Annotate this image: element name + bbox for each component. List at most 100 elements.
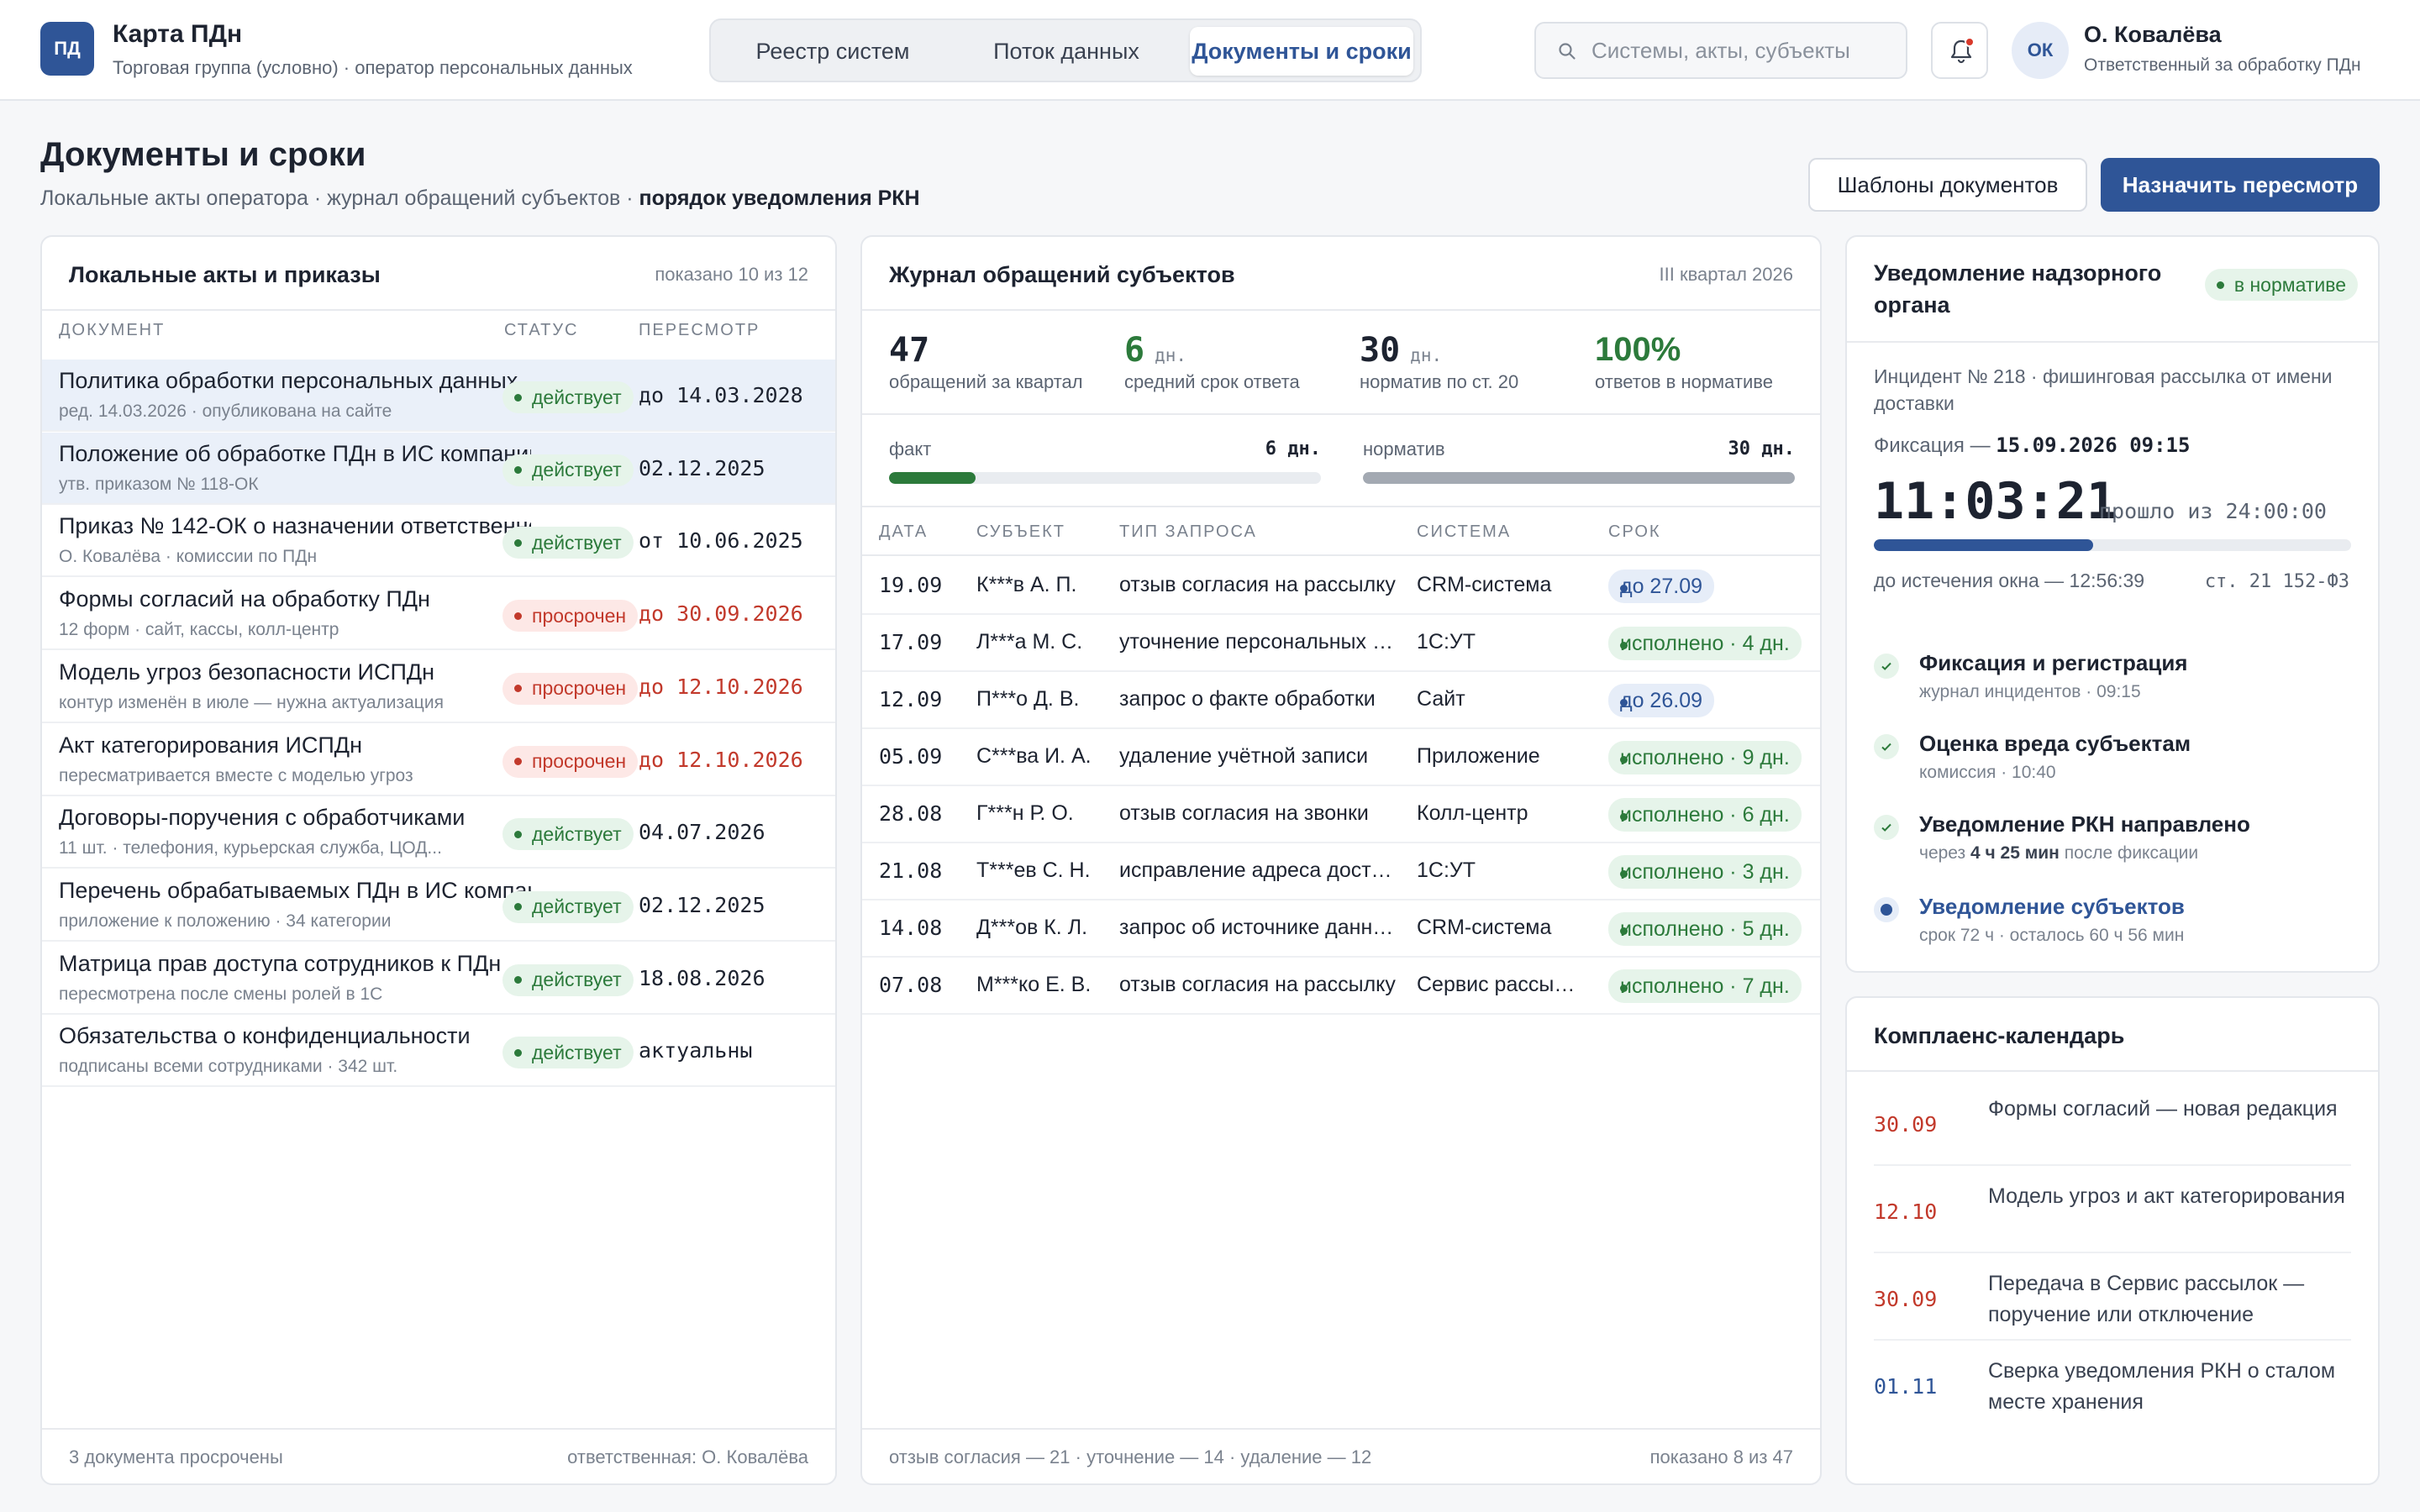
- calendar-item[interactable]: 30.09 Передача в Сервис рассылок — поруче…: [1874, 1253, 2351, 1341]
- table-row[interactable]: 14.08 Д***ов К. Л. запрос об источнике дан…: [862, 900, 1820, 958]
- table-row[interactable]: Перечень обрабатываемых ПДн в ИС компани…: [42, 869, 835, 942]
- status-badge: действует: [502, 454, 664, 486]
- calendar-item[interactable]: 01.11 Сверка уведомления РКН о сталом мес…: [1874, 1341, 2351, 1428]
- table-row[interactable]: 17.09 Л***а М. С. уточнение персональных д…: [862, 615, 1820, 672]
- table-row[interactable]: Формы согласий на обработку ПДн 12 форм ·…: [42, 578, 835, 651]
- request-subject: П***о Д. В.: [976, 687, 1080, 711]
- page-title: Документы и сроки: [40, 136, 366, 173]
- table-row[interactable]: 21.08 Т***ев С. Н. исправление адреса дост…: [862, 843, 1820, 900]
- table-row[interactable]: Положение об обработке ПДн в ИС компании…: [42, 432, 835, 505]
- table-row[interactable]: 28.08 Г***н Р. О. отзыв согласия на звонки…: [862, 786, 1820, 843]
- calendar-text: Сверка уведомления РКН о сталом месте хр…: [1988, 1359, 2336, 1414]
- status-text: действует: [532, 969, 622, 991]
- current-step-icon: [1874, 897, 1899, 922]
- status-badge: просрочен: [502, 600, 664, 633]
- request-system: CRM-система: [1417, 916, 1552, 939]
- calendar-title: Комплаенс-календарь: [1874, 1023, 2125, 1048]
- notification-header: Уведомление надзорного органа в норматив…: [1847, 237, 2378, 343]
- request-date: 17.09: [879, 630, 943, 654]
- status-badge-text: в нормативе: [2233, 273, 2346, 296]
- table-row[interactable]: Обязательства о конфиденциальности подпис…: [42, 1015, 835, 1088]
- check-icon: [1874, 734, 1899, 759]
- table-row[interactable]: Договоры-поручения с обработчиками 11 шт.…: [42, 796, 835, 869]
- journal-count: показано 8 из 47: [1649, 1446, 1793, 1467]
- assign-review-button[interactable]: Назначить пересмотр: [2101, 158, 2380, 212]
- journal-card-header: Журнал обращений субъектов III квартал 2…: [862, 237, 1820, 311]
- request-type: отзыв согласия на звонки: [1119, 801, 1369, 825]
- step-desc-post: после фиксации: [2064, 843, 2199, 863]
- doc-name[interactable]: Обязательства о конфиденциальности: [59, 1023, 471, 1049]
- doc-note: О. Ковалёва · комиссии по ПДн: [59, 547, 318, 567]
- request-type: запрос о факте обработки: [1119, 687, 1376, 711]
- tab-documents[interactable]: Документы и сроки: [1190, 27, 1413, 76]
- responsible-note: ответственная: О. Ковалёва: [567, 1446, 808, 1467]
- due-badge: исполнено · 9 дн.: [1608, 741, 1802, 774]
- review-date: 02.12.2025: [639, 892, 765, 917]
- review-date: до 12.10.2026: [639, 747, 803, 772]
- doc-name[interactable]: Матрица прав доступа сотрудников к ПДн: [59, 950, 502, 976]
- table-row[interactable]: Политика обработки персональных данных ре…: [42, 360, 835, 432]
- app-subtitle: Торговая группа (условно) · оператор пер…: [113, 57, 633, 78]
- review-date: 02.12.2025: [639, 455, 765, 480]
- doc-name[interactable]: Политика обработки персональных данных: [59, 368, 518, 393]
- status-badge: в нормативе: [2204, 269, 2358, 301]
- due-badge: исполнено · 7 дн.: [1608, 969, 1802, 1003]
- step-desc: срок 72 ч · осталось 60 ч 56 мин: [1919, 926, 2185, 945]
- calendar-text: Передача в Сервис рассылок — поручение и…: [1988, 1272, 2305, 1326]
- table-row[interactable]: 07.08 М***ко Е. В. отзыв согласия на рассы…: [862, 958, 1820, 1015]
- stat-rate-label: ответов в нормативе: [1595, 371, 1773, 392]
- stat-avg-unit: дн.: [1155, 345, 1187, 365]
- status-badge: действует: [502, 818, 664, 851]
- doc-name[interactable]: Модель угроз безопасности ИСПДн: [59, 659, 435, 685]
- review-date: до 12.10.2026: [639, 674, 803, 699]
- table-row[interactable]: Приказ № 142-ОК о назначении ответственн…: [42, 505, 835, 578]
- doc-name[interactable]: Перечень обрабатываемых ПДн в ИС компани…: [59, 877, 531, 903]
- search-icon: [1559, 43, 1576, 60]
- table-row[interactable]: Модель угроз безопасности ИСПДн контур из…: [42, 651, 835, 723]
- doc-note: приложение к положению · 34 категории: [59, 911, 392, 931]
- stat-norm-unit: дн.: [1410, 345, 1443, 365]
- step-subjects[interactable]: Уведомление субъектов срок 72 ч · остало…: [1874, 892, 2361, 959]
- doc-name[interactable]: Положение об обработке ПДн в ИС компании: [59, 440, 531, 466]
- norm-fill: [1363, 472, 1795, 484]
- doc-name[interactable]: Акт категорирования ИСПДн: [59, 732, 362, 758]
- tab-data-flow[interactable]: Поток данных: [993, 38, 1139, 64]
- stat-requests-value: 47: [889, 331, 929, 370]
- table-row[interactable]: Акт категорирования ИСПДн пересматриваетс…: [42, 724, 835, 796]
- due-text: исполнено · 3 дн.: [1620, 859, 1790, 884]
- check-icon: [1874, 654, 1899, 679]
- templates-button[interactable]: Шаблоны документов: [1808, 158, 2087, 212]
- law-reference: ст. 21 152-ФЗ: [2204, 571, 2349, 592]
- step-title: Уведомление РКН направлено: [1919, 811, 2250, 837]
- stat-norm-label: норматив по ст. 20: [1360, 371, 1519, 392]
- col-date: ДАТА: [879, 522, 929, 541]
- doc-name[interactable]: Приказ № 142-ОК о назначении ответственн…: [59, 513, 531, 539]
- step-desc-bold: 4 ч 25 мин: [1970, 843, 2060, 863]
- doc-name[interactable]: Договоры-поручения с обработчиками: [59, 805, 466, 831]
- doc-note: подписаны всеми сотрудниками · 342 шт.: [59, 1057, 398, 1077]
- due-text: исполнено · 5 дн.: [1620, 916, 1790, 941]
- request-system: Сайт: [1417, 687, 1465, 711]
- request-subject: Д***ов К. Л.: [976, 916, 1088, 939]
- calendar-date: 01.11: [1874, 1374, 1938, 1399]
- tab-systems[interactable]: Реестр систем: [755, 38, 910, 64]
- table-row[interactable]: 12.09 П***о Д. В. запрос о факте обработки…: [862, 672, 1820, 729]
- request-date: 05.09: [879, 744, 943, 769]
- request-date: 07.08: [879, 973, 943, 997]
- fixation-value: 15.09.2026 09:15: [1996, 433, 2191, 457]
- calendar-item[interactable]: 12.10 Модель угроз и акт категорирования: [1874, 1166, 2351, 1253]
- calendar-text: Формы согласий — новая редакция: [1988, 1097, 2338, 1121]
- table-row[interactable]: 05.09 С***ва И. А. удаление учётной записи…: [862, 729, 1820, 786]
- doc-name[interactable]: Формы согласий на обработку ПДн: [59, 586, 430, 612]
- step-title[interactable]: Уведомление субъектов: [1919, 894, 2185, 919]
- calendar-date: 30.09: [1874, 1287, 1938, 1311]
- status-badge: действует: [502, 381, 664, 413]
- table-row[interactable]: 19.09 К***в А. П. отзыв согласия на рассыл…: [862, 558, 1820, 615]
- search-input[interactable]: Системы, акты, субъекты: [1534, 22, 1907, 79]
- notifications-button[interactable]: [1931, 22, 1988, 79]
- calendar-item[interactable]: 30.09 Формы согласий — новая редакция: [1874, 1079, 2351, 1166]
- table-row[interactable]: Матрица прав доступа сотрудников к ПДн пе…: [42, 942, 835, 1015]
- status-text: действует: [532, 1041, 622, 1063]
- due-badge: исполнено · 5 дн.: [1608, 912, 1802, 946]
- avatar[interactable]: ОК: [2012, 22, 2069, 79]
